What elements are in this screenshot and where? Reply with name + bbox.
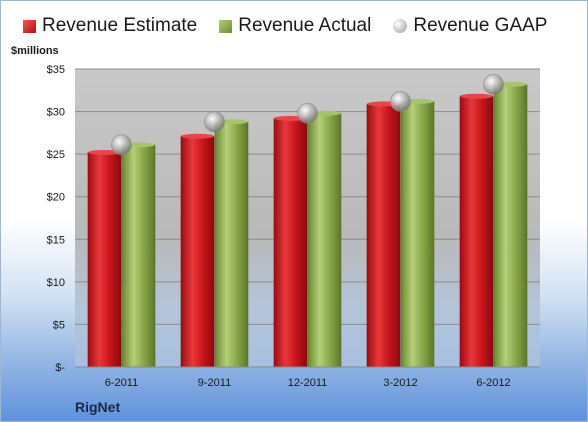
- point-revenue-gaap: [297, 102, 318, 124]
- legend-label-actual: Revenue Actual: [238, 15, 372, 36]
- x-tick-label: 12-2011: [288, 377, 328, 389]
- company-name: RigNet: [75, 399, 121, 415]
- bar-revenue-estimate: [87, 152, 122, 368]
- legend-item-gaap: Revenue GAAP: [393, 15, 547, 37]
- bar-revenue-estimate: [366, 103, 401, 368]
- bar-revenue-actual: [121, 144, 156, 368]
- x-tick-label: 3-2012: [383, 377, 417, 389]
- point-revenue-gaap: [390, 91, 411, 112]
- bar-revenue-actual: [214, 121, 249, 368]
- bar-top-revenue-estimate: [181, 133, 214, 139]
- y-tick-label: $20: [47, 192, 65, 204]
- legend-label-estimate: Revenue Estimate: [42, 15, 198, 36]
- bar-top-revenue-estimate: [88, 149, 121, 155]
- legend-swatch-gaap: [393, 19, 408, 33]
- y-tick-label: $10: [47, 277, 65, 289]
- bar-revenue-estimate: [273, 118, 308, 368]
- x-tick-label: 9-2011: [198, 377, 231, 389]
- point-revenue-gaap: [204, 111, 225, 133]
- bar-revenue-actual: [307, 112, 342, 368]
- y-tick-label: $35: [47, 64, 65, 76]
- legend-swatch-actual: [219, 19, 233, 33]
- x-tick-label: 6-2012: [476, 377, 510, 389]
- point-revenue-gaap: [111, 134, 132, 156]
- bar-revenue-estimate: [180, 135, 215, 368]
- legend-swatch-estimate: [23, 19, 36, 33]
- y-tick-label: $15: [47, 234, 65, 246]
- point-revenue-gaap: [483, 74, 504, 95]
- bar-revenue-actual: [400, 101, 435, 368]
- y-tick-label: $-: [55, 362, 65, 374]
- bar-revenue-actual: [493, 84, 528, 368]
- legend-item-estimate: Revenue Estimate: [23, 15, 197, 37]
- y-tick-label: $5: [53, 319, 65, 331]
- legend: Revenue Estimate Revenue Actual Revenue …: [23, 15, 547, 37]
- bar-revenue-estimate: [459, 95, 494, 368]
- x-tick-label: 6-2011: [105, 377, 138, 389]
- y-axis-unit-label: $millions: [11, 45, 59, 57]
- y-tick-label: $30: [47, 107, 65, 119]
- legend-label-gaap: Revenue GAAP: [413, 15, 548, 36]
- legend-item-actual: Revenue Actual: [219, 15, 371, 37]
- y-tick-label: $25: [47, 149, 65, 161]
- bar-top-revenue-estimate: [460, 93, 493, 99]
